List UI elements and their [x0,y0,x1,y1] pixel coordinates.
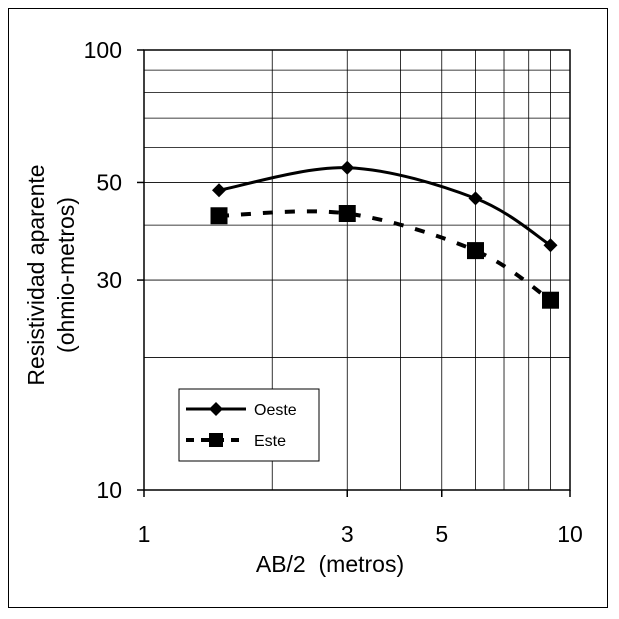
legend-este-label: Este [254,433,286,450]
y-tick-label: 100 [84,37,122,63]
chart-frame [8,8,608,608]
y-axis-title-line-1: Resistividad aparente [23,164,49,385]
data-point-este [542,291,560,309]
data-point-oeste [212,183,227,198]
axis-ticks: 10 30 50 100 1 3 5 10 [84,37,583,547]
y-tick-label: 10 [96,477,122,503]
x-axis-title: AB/2 (metros) [256,551,404,577]
legend: Oeste Este [178,388,320,462]
plot-area [143,49,571,491]
legend-box [178,388,320,462]
data-point-oeste [340,160,355,175]
series-line-oeste [218,166,552,247]
data-point-oeste [543,238,558,253]
data-point-oeste [468,191,483,206]
y-tick-label: 50 [96,169,122,195]
data-point-este [466,242,484,260]
x-tick-label: 1 [138,521,151,547]
data-point-este [338,205,356,223]
series-line-este [218,209,552,302]
y-tick-label: 30 [96,267,122,293]
series-layer [210,160,560,309]
y-axis-title-line-2: (ohmio-metros) [53,197,79,353]
legend-este-marker [209,433,223,447]
x-tick-label: 5 [435,521,448,547]
grid-lines [144,50,570,490]
data-point-este [210,207,228,225]
x-tick-label: 3 [341,521,354,547]
x-tick-label: 10 [557,521,583,547]
legend-oeste-marker [209,402,223,416]
legend-oeste-label: Oeste [254,402,297,419]
